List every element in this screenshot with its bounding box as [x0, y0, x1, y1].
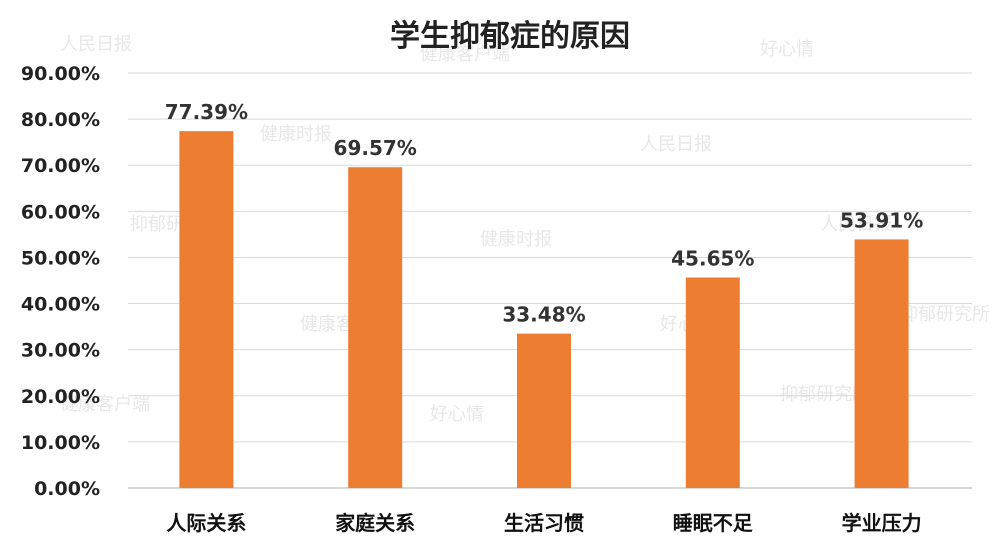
y-axis-ticks: 0.00% 10.00% 20.00% 30.00% 40.00% 50.00% 60.00… [21, 63, 100, 500]
watermark-text: 好心情 [430, 404, 484, 425]
data-label: 33.48% [502, 303, 585, 327]
data-labels: 77.39% 69.57% 33.48% 45.65% 53.91% [165, 100, 924, 326]
data-label: 45.65% [671, 247, 754, 271]
x-tick-label: 睡眠不足 [673, 511, 754, 535]
data-label: 53.91% [840, 208, 923, 232]
bar [179, 131, 234, 488]
watermark-text: 人民日报 [820, 214, 892, 235]
bar [685, 277, 740, 488]
watermark-text: 健康时报 [260, 124, 332, 145]
x-tick-label: 人际关系 [166, 511, 246, 535]
chart-title: 学生抑郁症的原因 [390, 19, 630, 54]
y-tick-label: 50.00% [21, 247, 100, 269]
x-tick-label: 生活习惯 [504, 511, 584, 535]
watermark-text: 抑郁研究所 [780, 384, 870, 405]
y-tick-label: 70.00% [21, 155, 100, 177]
y-tick-label: 60.00% [21, 201, 100, 223]
y-tick-label: 80.00% [21, 109, 100, 131]
watermark-text: 人民日报 [60, 34, 132, 55]
data-label: 69.57% [334, 136, 417, 160]
y-tick-label: 90.00% [21, 63, 100, 85]
watermark-text: 抑郁研究所 [900, 304, 990, 325]
x-tick-label: 学业压力 [842, 511, 922, 535]
bar [854, 239, 909, 488]
y-tick-label: 10.00% [21, 432, 100, 454]
data-label: 77.39% [165, 100, 248, 124]
watermark-text: 健康时报 [480, 229, 552, 250]
bars [179, 131, 909, 488]
watermark-text: 健康客户端 [60, 394, 150, 415]
bar [348, 167, 403, 488]
x-axis-ticks: 人际关系 家庭关系 生活习惯 睡眠不足 学业压力 [166, 511, 921, 535]
y-tick-label: 0.00% [34, 478, 100, 500]
y-tick-label: 20.00% [21, 386, 100, 408]
y-tick-label: 40.00% [21, 294, 100, 316]
y-tick-label: 30.00% [21, 340, 100, 362]
x-tick-label: 家庭关系 [335, 511, 415, 535]
watermark-text: 人民日报 [640, 134, 712, 155]
watermark-text: 健康客户端 [420, 44, 510, 65]
watermark-text: 好心情 [760, 39, 814, 60]
bar [517, 333, 571, 488]
